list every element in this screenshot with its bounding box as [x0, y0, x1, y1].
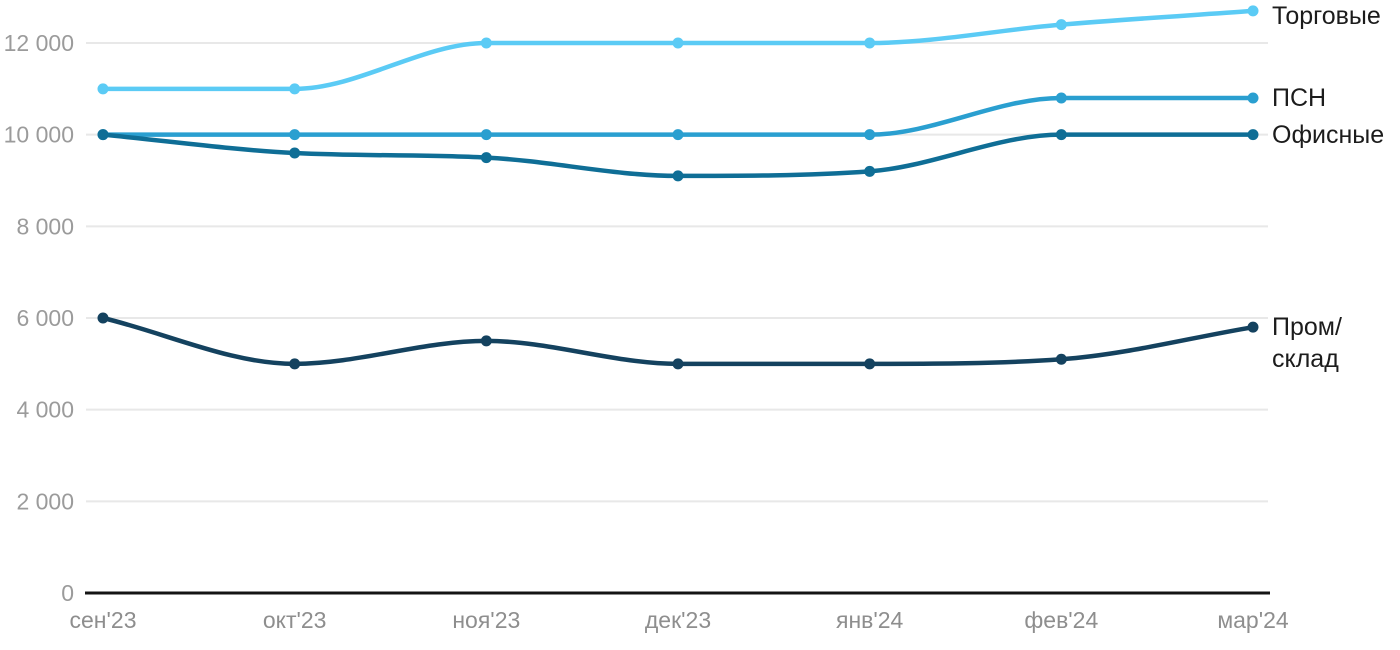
data-point — [289, 358, 301, 370]
data-point — [97, 312, 109, 324]
data-point — [1247, 5, 1259, 17]
data-point — [480, 152, 492, 164]
data-point — [1247, 92, 1259, 104]
data-point — [1055, 19, 1067, 31]
data-point — [97, 83, 109, 95]
y-tick-label: 4 000 — [16, 397, 74, 423]
data-point — [672, 37, 684, 49]
data-point — [480, 335, 492, 347]
x-tick-label: ноя'23 — [452, 607, 520, 633]
data-point — [1247, 129, 1259, 141]
y-tick-label: 6 000 — [16, 305, 74, 331]
data-point — [1055, 353, 1067, 365]
data-point — [289, 129, 301, 141]
series-label-2: Офисные — [1272, 120, 1385, 149]
data-point — [1055, 92, 1067, 104]
data-point — [864, 129, 876, 141]
data-point — [1055, 129, 1067, 141]
y-tick-label: 10 000 — [4, 122, 74, 148]
x-tick-label: янв'24 — [836, 607, 904, 633]
data-point — [480, 129, 492, 141]
data-point — [672, 358, 684, 370]
series-line-3 — [100, 315, 1256, 367]
data-point — [97, 129, 109, 141]
data-point — [480, 37, 492, 49]
series-label-3: Пром/ склад — [1272, 313, 1342, 374]
series-label-1: ПСН — [1272, 84, 1327, 112]
x-tick-label: фев'24 — [1024, 607, 1098, 633]
x-tick-label: сен'23 — [70, 607, 137, 633]
data-point — [1247, 321, 1259, 333]
data-point — [289, 147, 301, 159]
series-line-2 — [100, 132, 1256, 179]
x-tick-label: окт'23 — [263, 607, 327, 633]
data-point — [672, 129, 684, 141]
data-point — [672, 170, 684, 182]
data-point — [864, 165, 876, 177]
y-tick-label: 12 000 — [4, 30, 74, 56]
y-tick-label: 8 000 — [16, 213, 74, 239]
data-point — [864, 37, 876, 49]
data-point — [864, 358, 876, 370]
series-label-0: Торговые — [1272, 2, 1381, 30]
x-tick-label: дек'23 — [645, 607, 711, 633]
x-tick-label: мар'24 — [1217, 607, 1289, 633]
data-point — [289, 83, 301, 95]
series-line-0 — [100, 8, 1256, 92]
y-tick-label: 0 — [61, 580, 74, 606]
y-tick-label: 2 000 — [16, 488, 74, 514]
